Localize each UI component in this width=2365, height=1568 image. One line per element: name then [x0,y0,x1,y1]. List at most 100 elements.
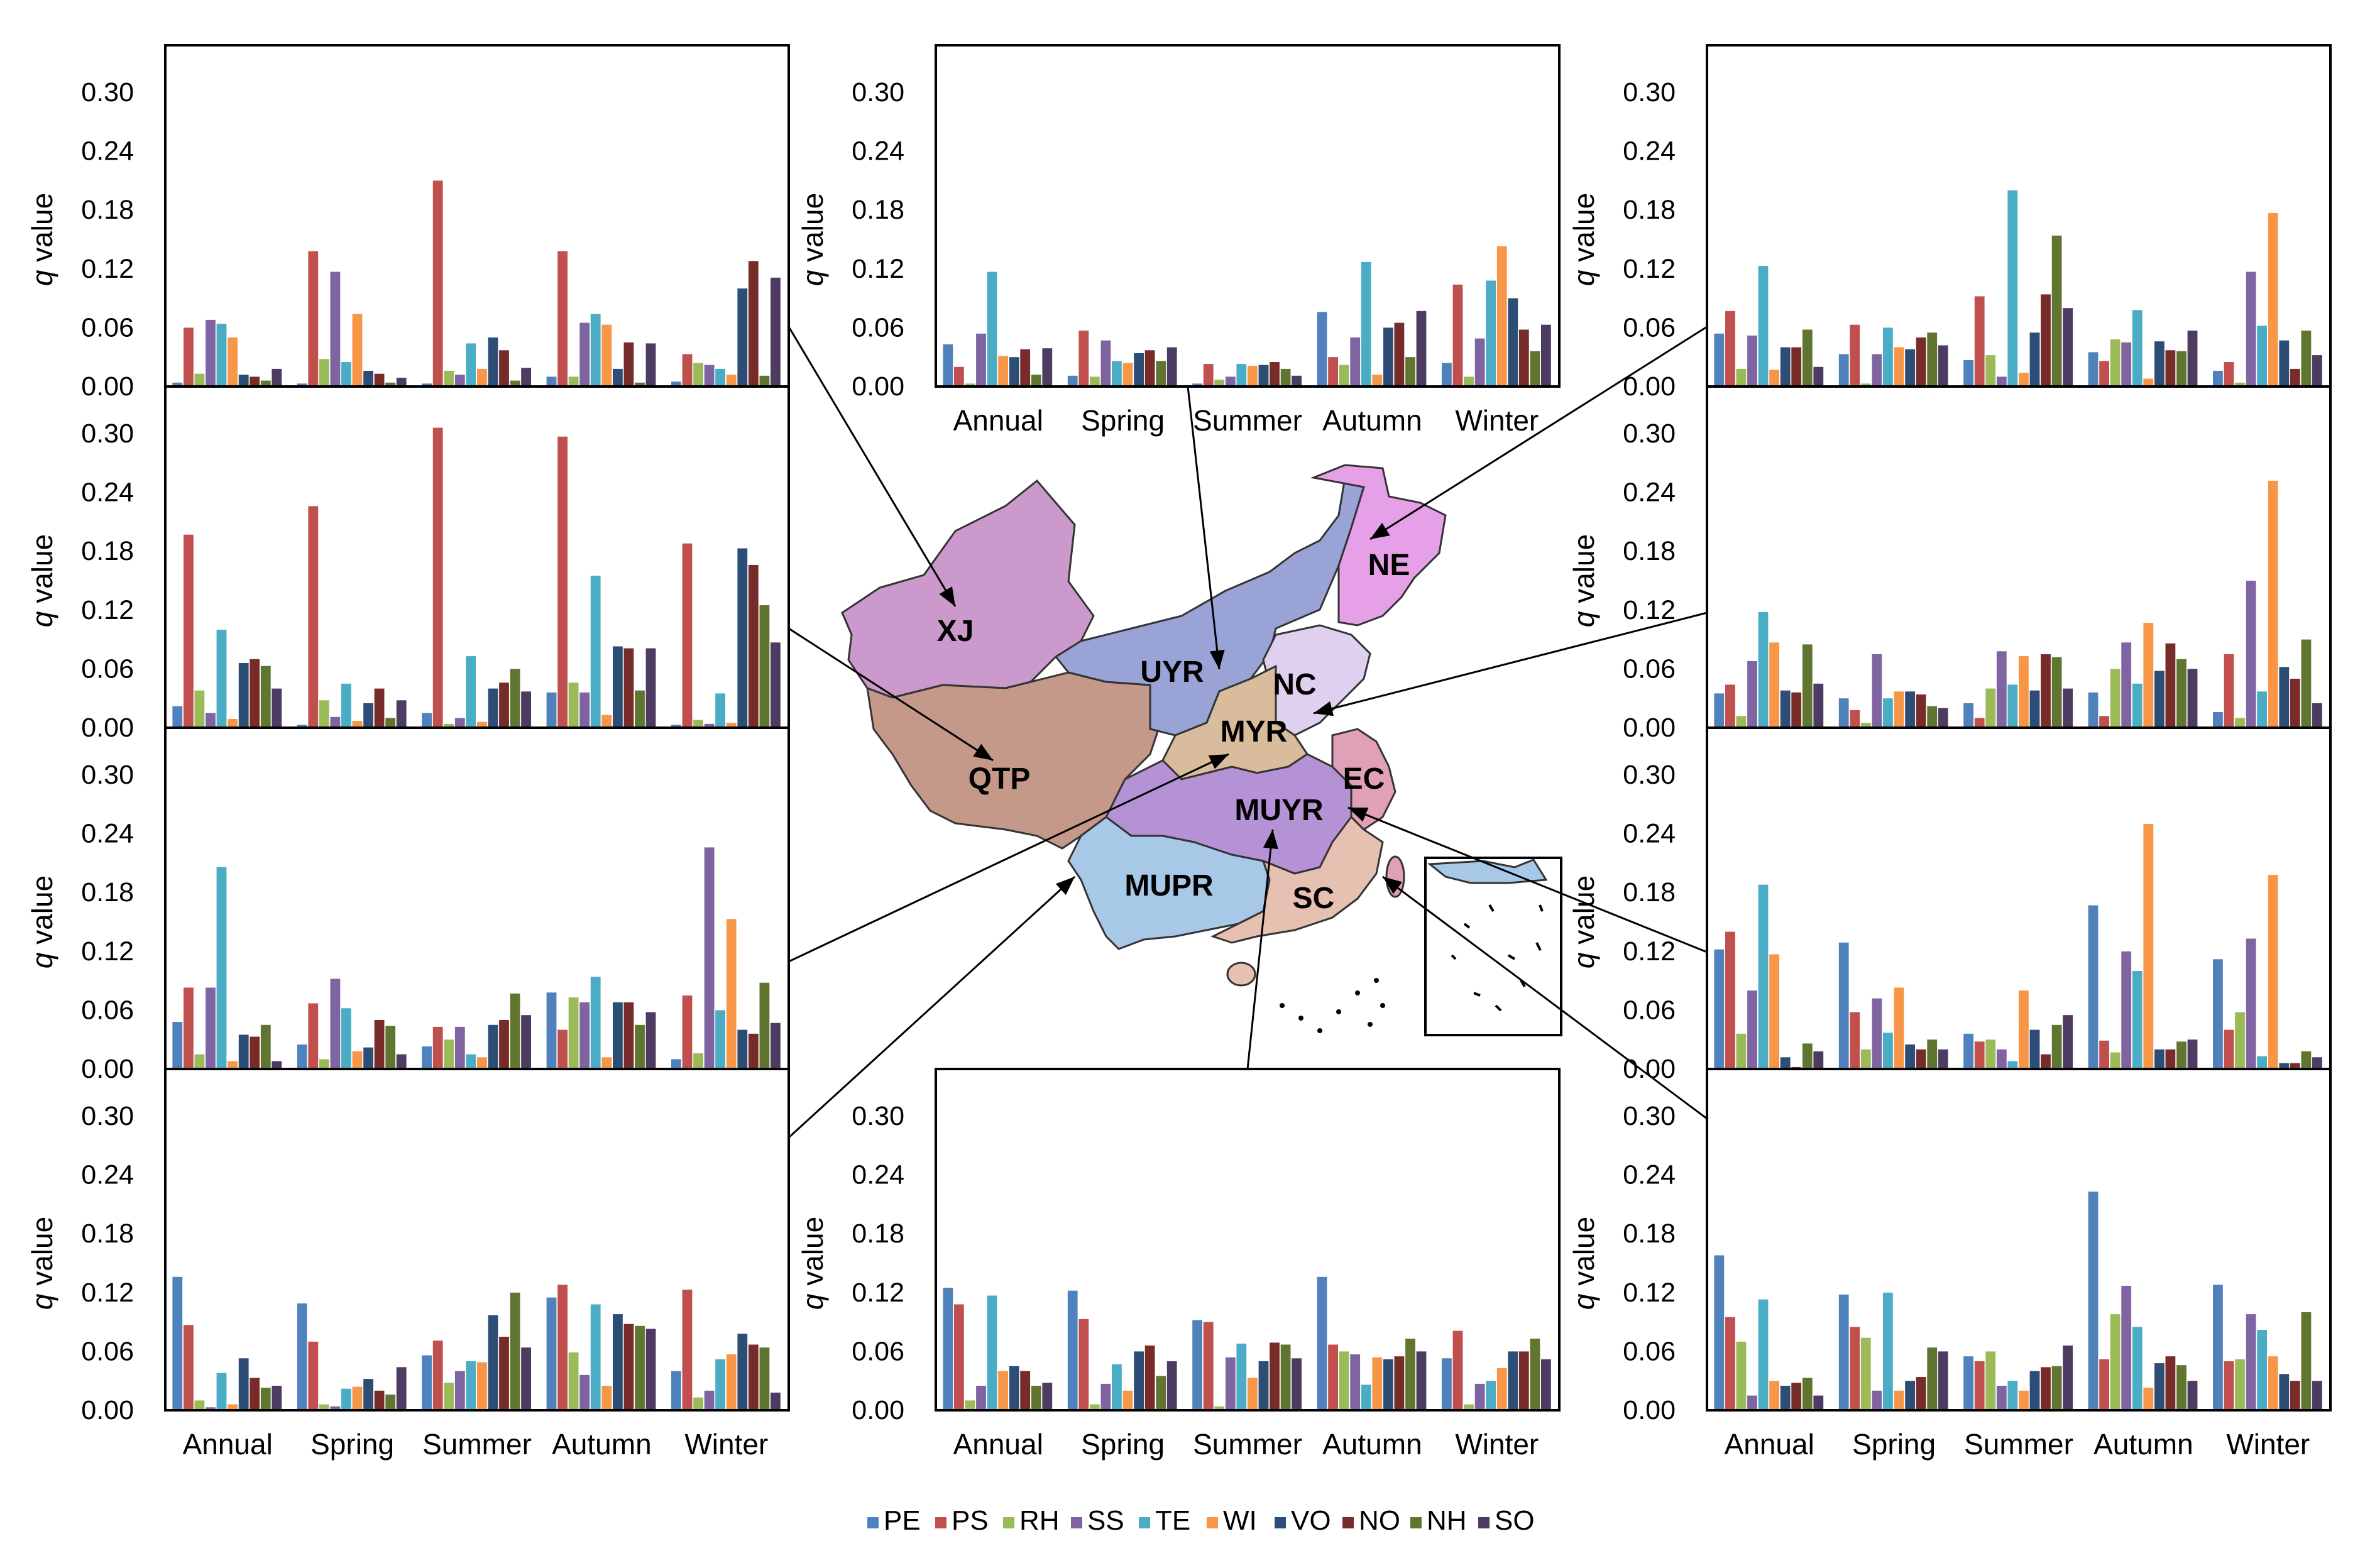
bar-qtp-summer-no [499,683,509,728]
bar-myr-annual-rh [194,1400,205,1410]
bar-myr-spring-ss [330,1406,341,1410]
bar-xj-winter-no [748,261,759,387]
x-tick-label: Winter [1455,404,1539,437]
bar-uyr-autumn-rh [1339,365,1349,387]
bar-ne-winter-te [2257,326,2267,387]
bar-sc-annual-wi [1769,1381,1779,1410]
bar-qtp-annual-te [216,630,227,728]
bar-qtp-annual-nh [260,666,271,728]
y-axis-label: q value [26,875,58,968]
chart-ec: 0.00 0.06 0.12 0.18 0.24 0.30 q value [1567,726,2332,1084]
bar-nc-spring-nh [1927,706,1938,728]
bar-ne-winter-so [2312,355,2322,387]
bar-ec-spring-no [1916,1049,1926,1069]
bar-muyr-spring-nh [1156,1376,1166,1410]
chart-nc: 0.00 0.06 0.12 0.18 0.24 0.30 q value [1567,385,2332,743]
y-axis-label: q value [26,193,58,286]
bar-ec-annual-so [1813,1051,1824,1069]
bar-myr-winter-vo [737,1334,748,1410]
legend-swatch-pe [867,1517,879,1528]
y-axis-label: q value [1567,1217,1600,1310]
bar-ec-spring-so [1938,1049,1948,1069]
bar-qtp-winter-te [715,693,725,728]
bar-ec-spring-wi [1894,987,1904,1069]
bar-mupr-autumn-ps [557,1029,568,1069]
bar-sc-autumn-ps [2099,1359,2109,1410]
legend-label-ss: SS [1087,1505,1124,1536]
bar-uyr-annual-ps [954,366,964,387]
y-tick-label: 0.18 [1623,536,1676,566]
bar-uyr-spring-pe [1067,375,1078,387]
bar-uyr-summer-so [1292,375,1302,387]
bar-ec-summer-te [2007,1061,2018,1069]
bar-nc-summer-wi [2019,656,2029,728]
bar-ec-winter-ss [2246,938,2256,1069]
x-tick-label: Autumn [1322,404,1422,437]
bar-nc-annual-te [1758,611,1769,728]
y-tick-label: 0.06 [81,995,134,1025]
bar-muyr-annual-wi [998,1371,1008,1410]
bar-xj-spring-rh [319,359,329,387]
bar-mupr-spring-ps [308,1003,319,1069]
region-label-qtp: QTP [968,762,1031,796]
bar-ec-winter-vo [2279,1063,2290,1069]
bar-uyr-annual-rh [965,383,975,387]
bar-mupr-winter-no [748,1033,759,1069]
bar-nc-winter-rh [2235,718,2245,728]
chart-myr: 0.00 0.06 0.12 0.18 0.24 0.30 q value Annual Spr… [26,1068,790,1461]
bar-ec-spring-rh [1860,1049,1871,1069]
bar-ec-autumn-vo [2154,1049,2165,1069]
bar-qtp-annual-ps [184,534,194,728]
bar-mupr-winter-ps [682,995,693,1069]
bar-nc-annual-vo [1780,690,1791,728]
y-tick-label: 0.06 [852,312,904,343]
bar-ec-autumn-te [2132,971,2143,1069]
bar-mupr-autumn-pe [546,992,557,1069]
arrowhead-ec [1348,808,1369,822]
x-tick-label: Annual [953,1428,1043,1461]
y-tick-label: 0.12 [852,1278,904,1308]
bar-uyr-summer-wi [1248,366,1258,387]
bar-mupr-autumn-ss [579,1002,590,1069]
bar-muyr-annual-nh [1031,1386,1041,1410]
bar-ne-annual-rh [1736,368,1747,387]
bar-ne-annual-ps [1725,310,1735,387]
bar-xj-spring-nh [385,382,396,387]
arrowhead-xj [939,586,955,606]
bar-muyr-spring-ss [1100,1383,1111,1410]
bar-mupr-annual-rh [194,1054,205,1069]
bar-nc-spring-vo [1905,691,1915,728]
bar-mupr-annual-pe [172,1022,183,1069]
y-tick-label: 0.00 [852,371,904,402]
legend-swatch-rh [1003,1517,1014,1528]
region-label-muyr: MUYR [1234,794,1323,827]
bar-nc-winter-so [2312,703,2322,728]
bar-ec-summer-rh [1985,1039,1996,1069]
x-tick-label: Winter [1455,1428,1539,1461]
bar-uyr-summer-pe [1192,383,1202,387]
bar-muyr-summer-pe [1192,1320,1202,1410]
bar-muyr-annual-vo [1009,1366,1019,1410]
bar-uyr-autumn-pe [1317,312,1327,387]
bar-muyr-autumn-vo [1383,1359,1393,1410]
bar-sc-summer-nh [2051,1366,2062,1410]
bar-ne-spring-pe [1838,354,1849,387]
bar-xj-spring-vo [363,371,373,387]
bar-sc-spring-wi [1894,1390,1904,1410]
bar-muyr-spring-no [1144,1346,1155,1410]
bar-xj-autumn-ss [579,322,590,387]
bar-ec-winter-ps [2224,1029,2234,1069]
arrowhead-nc [1314,701,1334,716]
bar-sc-winter-wi [2268,1356,2278,1410]
x-tick-label: Summer [1193,404,1302,437]
y-tick-label: 0.18 [1623,1219,1676,1249]
bar-myr-winter-wi [726,1354,737,1410]
bar-qtp-spring-no [374,688,385,728]
bar-nc-annual-rh [1736,716,1747,728]
bar-sc-spring-nh [1927,1347,1938,1410]
bar-mupr-summer-ps [432,1026,443,1069]
y-tick-label: 0.12 [81,936,134,967]
bar-muyr-autumn-wi [1372,1357,1383,1410]
bar-qtp-winter-pe [671,725,681,728]
bar-sc-winter-te [2257,1330,2267,1410]
